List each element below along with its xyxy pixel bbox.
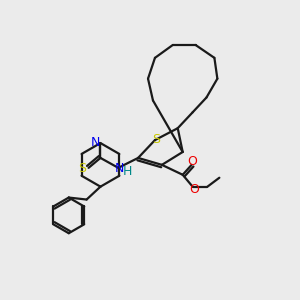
Text: S: S: [152, 133, 160, 146]
Text: N: N: [115, 162, 124, 175]
Text: H: H: [122, 165, 132, 178]
Text: O: O: [190, 183, 200, 196]
Text: S: S: [78, 162, 86, 175]
Text: N: N: [91, 136, 100, 148]
Text: O: O: [188, 155, 197, 168]
